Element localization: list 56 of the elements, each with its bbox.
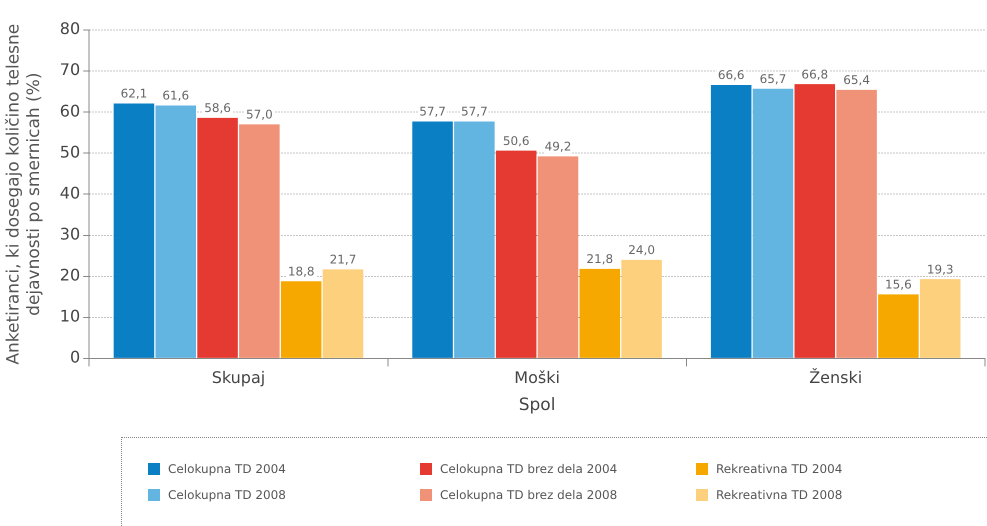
y-tick-label: 0 — [70, 348, 80, 367]
bar — [538, 156, 578, 358]
bar — [239, 124, 280, 358]
data-label: 24,0 — [628, 243, 655, 258]
data-label: 57,0 — [246, 108, 273, 122]
legend-label: Celokupna TD brez dela 2008 — [440, 488, 618, 502]
data-label: 66,6 — [718, 68, 745, 82]
bar — [412, 122, 453, 358]
legend-label: Celokupna TD 2008 — [168, 488, 286, 502]
data-label: 50,6 — [502, 134, 530, 148]
y-tick-label: 40 — [60, 183, 80, 202]
bar — [878, 294, 919, 358]
x-tick-label: Moški — [514, 368, 560, 388]
bar — [197, 118, 238, 358]
legend-label: Rekreativna TD 2004 — [716, 462, 842, 476]
y-axis-title: Anketiranci, ki dosegajo količino telesne dejavnosti po smernicah (%) — [4, 24, 44, 365]
bar — [621, 260, 662, 358]
data-label: 21,8 — [586, 252, 614, 266]
y-tick-label: 50 — [60, 142, 80, 162]
bar — [836, 90, 877, 358]
data-label: 61,6 — [162, 88, 190, 103]
y-tick-label: 20 — [60, 265, 80, 284]
bar — [155, 106, 196, 358]
legend-label: Rekreativna TD 2008 — [716, 488, 842, 502]
data-label: 66,8 — [801, 67, 828, 82]
y-tick-label: 30 — [60, 224, 80, 244]
data-label: 65,7 — [760, 72, 786, 86]
data-label: 65,4 — [843, 73, 870, 88]
bar — [920, 279, 960, 358]
legend-label: Celokupna TD 2004 — [168, 462, 286, 476]
x-axis-title: Spol — [518, 395, 556, 416]
x-tick-label: Ženski — [809, 368, 862, 388]
y-tick-label: 80 — [60, 19, 80, 38]
data-label: 57,7 — [419, 104, 446, 119]
bar — [280, 281, 322, 358]
data-label: 15,6 — [885, 277, 912, 292]
bar — [794, 84, 836, 358]
data-label: 18,8 — [288, 264, 315, 278]
bar — [752, 88, 794, 358]
bar — [322, 269, 364, 358]
data-label: 49,2 — [544, 140, 572, 154]
bar — [710, 85, 752, 358]
bar — [496, 150, 536, 358]
legend-label: Celokupna TD brez dela 2004 — [440, 462, 618, 476]
data-label: 58,6 — [204, 100, 231, 115]
bar — [580, 268, 620, 358]
data-label: 21,7 — [330, 252, 356, 266]
data-label: 62,1 — [120, 86, 148, 101]
x-tick-label: Skupaj — [212, 368, 266, 388]
data-label: 57,7 — [461, 104, 488, 119]
y-tick-label: 70 — [60, 60, 80, 80]
data-label: 19,3 — [926, 262, 954, 276]
bar — [114, 103, 154, 358]
y-tick-label: 60 — [60, 101, 80, 120]
bar — [454, 122, 495, 358]
y-tick-label: 10 — [60, 306, 80, 326]
